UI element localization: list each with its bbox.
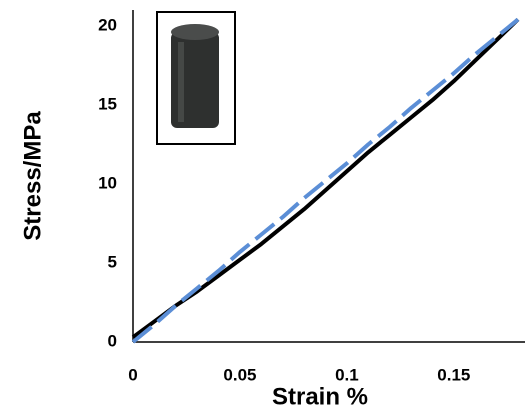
inset-photo [156, 11, 236, 145]
y-axis-label: Stress/MPa [19, 111, 46, 241]
x-tick-label: 0.1 [335, 365, 359, 384]
y-tick-label: 0 [108, 331, 117, 350]
data-line [131, 17, 520, 344]
data-line [131, 18, 520, 339]
y-tick-label: 15 [98, 94, 117, 113]
x-tick-label: 0.15 [437, 365, 470, 384]
x-tick-label: 0.05 [223, 365, 256, 384]
x-tick-label: 0 [128, 365, 137, 384]
sample-highlight [178, 42, 184, 122]
y-tick-label: 10 [98, 173, 117, 192]
y-tick-label: 20 [98, 15, 117, 34]
x-axis-label: Strain % [272, 383, 368, 410]
y-tick-label: 5 [108, 252, 117, 271]
sample-top [171, 24, 219, 40]
